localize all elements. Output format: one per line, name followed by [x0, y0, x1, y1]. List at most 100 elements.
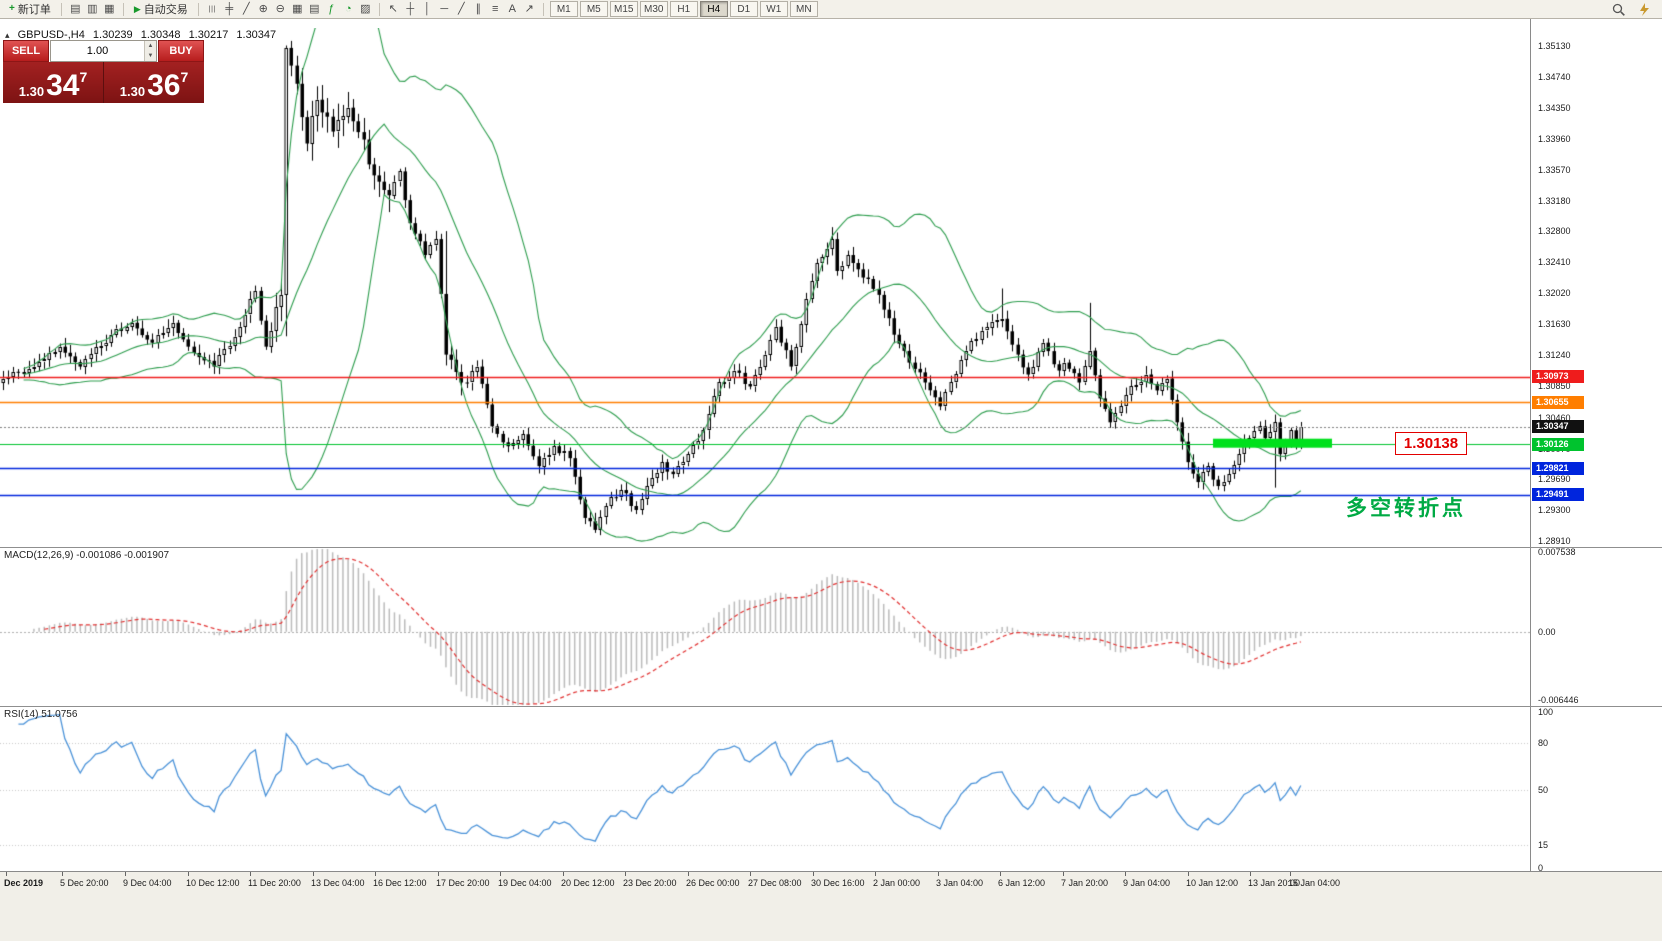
- zoom-in-icon[interactable]: ⊕: [258, 2, 268, 15]
- time-tick: [1000, 872, 1001, 876]
- new-order-button[interactable]: + 新订单: [4, 1, 56, 17]
- sell-price-base: 1.30: [18, 84, 45, 99]
- terminal-icon[interactable]: ▦: [104, 2, 115, 15]
- volume-box: ▲ ▼: [50, 40, 157, 62]
- time-tick: [750, 872, 751, 876]
- price-tag: 1.30655: [1532, 395, 1584, 409]
- sell-price-display[interactable]: 1.30 34 7: [3, 62, 103, 103]
- price-tick: 1.30850: [1538, 381, 1571, 392]
- fibonacci-icon[interactable]: ≡: [492, 2, 499, 15]
- open-value: 1.30239: [92, 29, 133, 41]
- price-annotation-label[interactable]: 1.30138: [1395, 432, 1467, 455]
- time-label: 7 Jan 20:00: [1061, 878, 1109, 888]
- oneclick-collapse-icon[interactable]: ▴: [5, 30, 10, 40]
- timeframe-button-M5[interactable]: M5: [579, 1, 608, 17]
- time-tick: [250, 872, 251, 876]
- time-label: 16 Dec 12:00: [373, 878, 427, 888]
- price-tick: 1.28910: [1538, 536, 1571, 547]
- close-value: 1.30347: [236, 29, 277, 41]
- candlestick-icon[interactable]: ╪: [225, 2, 234, 15]
- time-label: 13 Jan 20:00: [1248, 878, 1301, 888]
- price-tick: 1.31240: [1538, 350, 1571, 361]
- buy-button[interactable]: BUY: [158, 40, 204, 62]
- price-tick: 1.31630: [1538, 319, 1571, 330]
- timeframe-button-M15[interactable]: M15: [609, 1, 638, 17]
- price-tag: 1.29821: [1532, 461, 1584, 475]
- horizontal-line-icon[interactable]: ─: [440, 2, 449, 15]
- timeframe-button-H4[interactable]: H4: [699, 1, 728, 17]
- panel-separator: [0, 706, 1662, 707]
- time-tick: [375, 872, 376, 876]
- timeframe-button-H1[interactable]: H1: [669, 1, 698, 17]
- market-watch-icon[interactable]: ▥: [87, 2, 98, 15]
- rsi-tick: 50: [1538, 785, 1549, 795]
- low-value: 1.30217: [188, 29, 229, 41]
- one-click-trading-panel: SELL ▲ ▼ BUY 1.30 34 7 1.30 36 7: [3, 40, 204, 103]
- timeframe-button-MN[interactable]: MN: [789, 1, 818, 17]
- toolbar-separator: [60, 2, 62, 16]
- line-chart-icon[interactable]: ╱: [242, 2, 250, 15]
- buy-price-pips: 36: [147, 69, 181, 102]
- indicators-icon[interactable]: ƒ: [328, 2, 335, 15]
- time-tick: [1125, 872, 1126, 876]
- price-chart-canvas[interactable]: [0, 28, 1530, 871]
- time-label: 2 Jan 00:00: [873, 878, 921, 888]
- quick-trade-icon[interactable]: [1635, 2, 1652, 17]
- buy-price-display[interactable]: 1.30 36 7: [104, 62, 204, 103]
- timeframe-button-M1[interactable]: M1: [549, 1, 578, 17]
- volume-down-icon[interactable]: ▼: [145, 51, 156, 61]
- rsi-tick: 80: [1538, 738, 1549, 749]
- time-tick: [438, 872, 439, 876]
- high-value: 1.30348: [140, 29, 181, 41]
- autotrade-button[interactable]: ▶ 自动交易: [129, 1, 193, 17]
- crosshair-icon[interactable]: ┼: [406, 2, 415, 15]
- price-tag: 1.30347: [1532, 420, 1584, 434]
- timeframe-button-M30[interactable]: M30: [639, 1, 668, 17]
- time-tick: [625, 872, 626, 876]
- price-scale[interactable]: 1.35130 1.34740 1.34350 1.33960 1.33570 1.331…: [1530, 19, 1662, 873]
- periods-icon[interactable]: ◔: [344, 2, 352, 15]
- time-label: 9 Dec 04:00: [123, 878, 172, 888]
- price-tick: 1.29690: [1538, 473, 1571, 484]
- panel-separator: [0, 547, 1662, 548]
- rsi-tick: 0: [1538, 863, 1544, 873]
- timeframe-button-W1[interactable]: W1: [759, 1, 788, 17]
- volume-up-icon[interactable]: ▲: [145, 41, 156, 51]
- price-tick: 1.35130: [1538, 40, 1571, 51]
- time-tick: [62, 872, 63, 876]
- time-tick: [563, 872, 564, 876]
- cursor-icon[interactable]: ↖: [388, 2, 398, 15]
- new-order-label: 新订单: [17, 4, 51, 16]
- buy-price-point: 7: [180, 69, 189, 85]
- macd-tick: -0.006446: [1538, 695, 1579, 705]
- auto-arrange-icon[interactable]: ▤: [309, 2, 320, 15]
- bar-chart-icon[interactable]: |||: [208, 5, 216, 13]
- time-label: 11 Dec 20:00: [248, 878, 301, 888]
- time-axis[interactable]: Dec 2019 5 Dec 20:00 9 Dec 04:00 10 Dec 12:…: [0, 871, 1662, 941]
- arrow-icon[interactable]: ↗: [524, 2, 534, 15]
- price-tick: 1.33180: [1538, 195, 1571, 206]
- time-tick: [313, 872, 314, 876]
- tile-windows-icon[interactable]: ▦: [292, 2, 303, 15]
- time-tick: [1250, 872, 1251, 876]
- time-tick: [1290, 872, 1291, 876]
- volume-input[interactable]: [51, 44, 144, 58]
- price-tick: 1.33570: [1538, 164, 1571, 175]
- time-label: 3 Jan 04:00: [936, 878, 984, 888]
- rsi-tick: 15: [1538, 839, 1549, 850]
- price-tick: 1.34740: [1538, 71, 1571, 82]
- chart-window-icon[interactable]: ▤: [70, 2, 81, 15]
- toolbar: + 新订单 ▤ ▥ ▦ ▶ 自动交易 ||| ╪ ╱ ⊕ ⊖ ▦ ▤ ƒ ◔ ▨ ↖ ┼ │ ─ ╱ ∥ ≡ A ↗ …: [0, 0, 1662, 19]
- timeframe-button-D1[interactable]: D1: [729, 1, 758, 17]
- text-icon[interactable]: A: [508, 2, 516, 15]
- templates-icon[interactable]: ▨: [360, 2, 371, 15]
- zoom-out-icon[interactable]: ⊖: [275, 2, 285, 15]
- vertical-line-icon[interactable]: │: [423, 2, 431, 15]
- trendline-icon[interactable]: ╱: [457, 2, 465, 15]
- channel-icon[interactable]: ∥: [475, 2, 482, 15]
- time-label: 15 Jan 04:00: [1288, 878, 1341, 888]
- time-tick: [813, 872, 814, 876]
- time-tick: [188, 872, 189, 876]
- sell-button[interactable]: SELL: [3, 40, 49, 62]
- search-icon[interactable]: [1610, 2, 1627, 17]
